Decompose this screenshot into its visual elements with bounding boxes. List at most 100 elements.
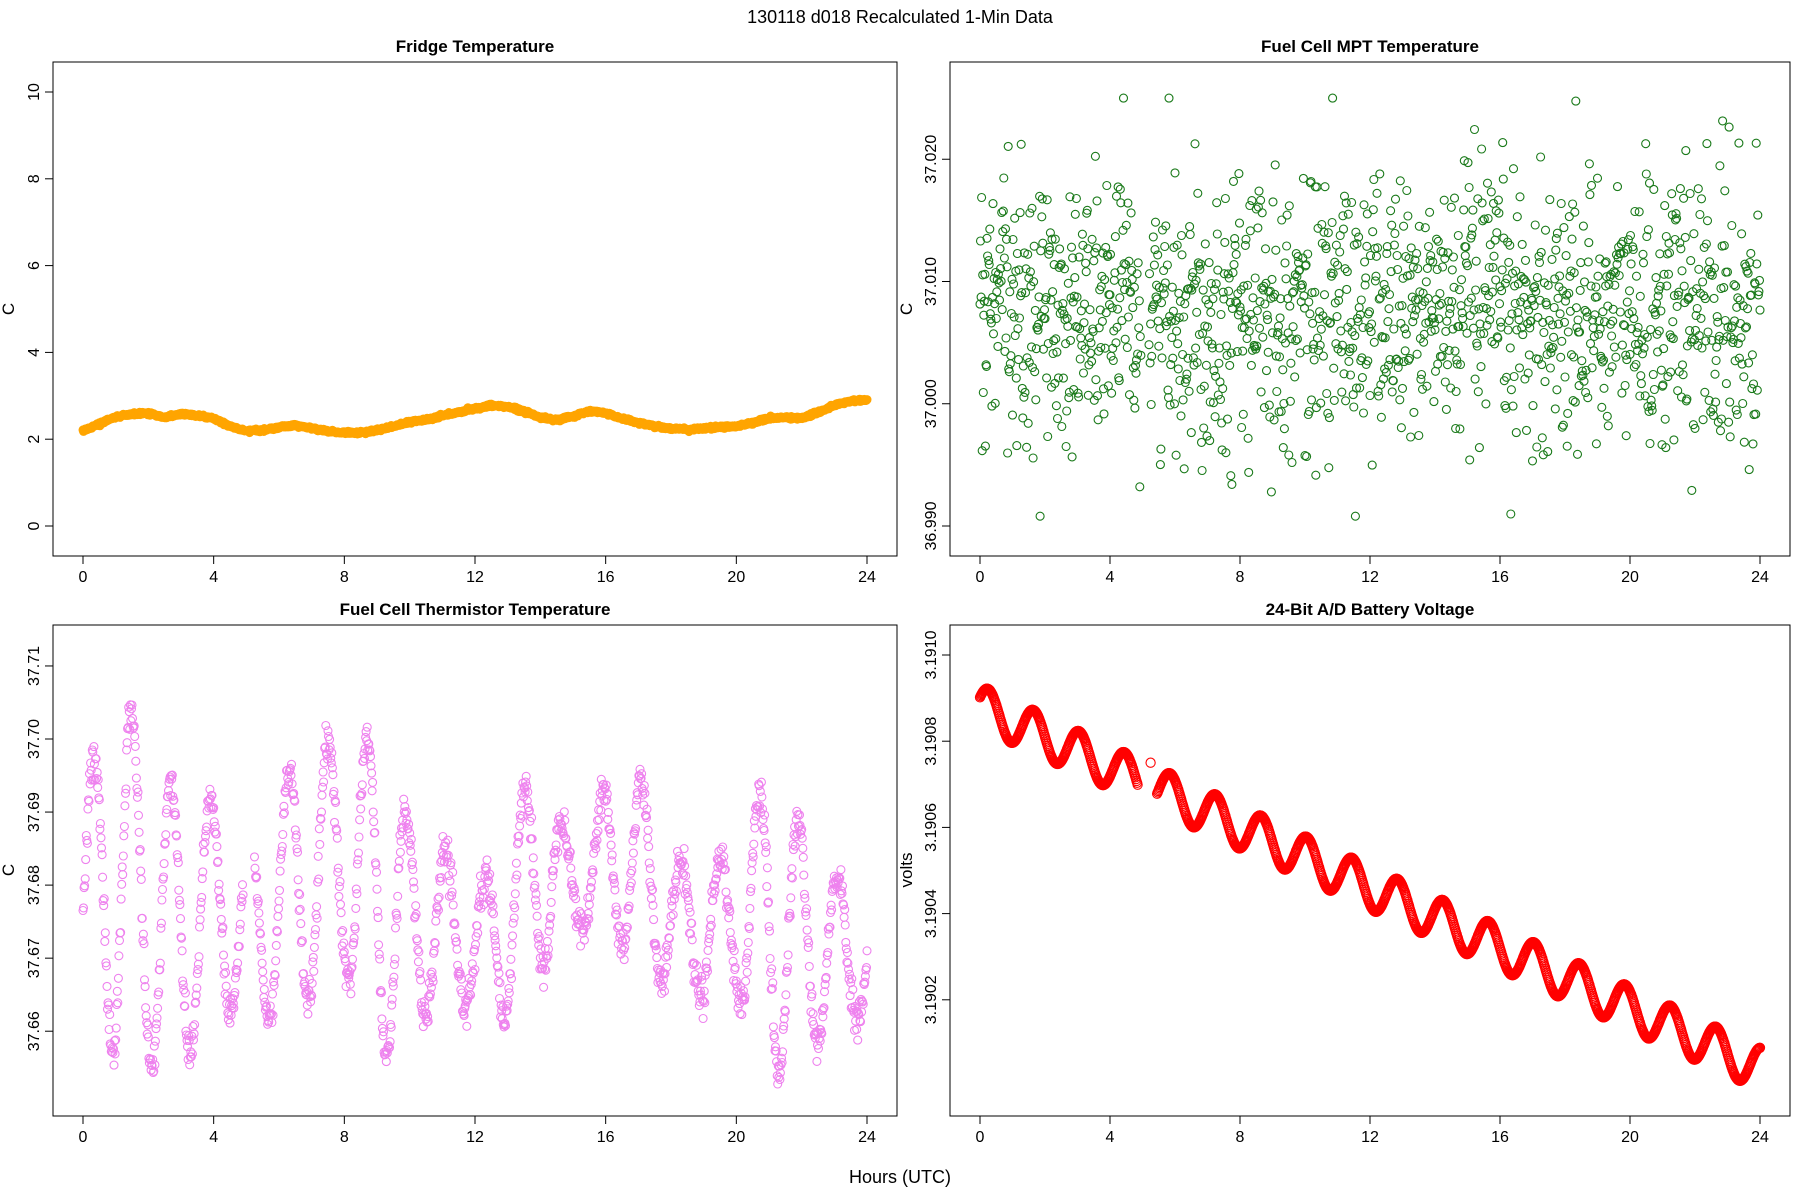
data-point <box>781 990 791 1000</box>
data-point <box>637 769 647 779</box>
x-axis-label: Hours (UTC) <box>849 1167 951 1187</box>
data-point <box>532 911 542 921</box>
data-point <box>1755 305 1765 315</box>
data-point <box>1107 388 1117 398</box>
data-point <box>1597 402 1607 412</box>
data-point <box>1241 234 1251 244</box>
data-point <box>1401 329 1411 339</box>
y-axis-label: C <box>0 303 18 315</box>
data-point <box>559 807 569 817</box>
data-point <box>1712 342 1722 352</box>
data-point <box>1686 256 1696 266</box>
data-point <box>1238 346 1248 356</box>
data-point <box>1238 409 1248 419</box>
data-point <box>1668 317 1678 327</box>
data-series <box>974 683 1766 1086</box>
data-point <box>1055 244 1065 254</box>
data-point <box>1078 368 1089 378</box>
data-point <box>827 905 837 915</box>
data-point <box>742 967 752 977</box>
data-point <box>1498 174 1508 184</box>
data-point <box>628 848 638 858</box>
data-point <box>1584 159 1594 169</box>
data-point <box>1752 385 1762 395</box>
data-point <box>1118 93 1129 103</box>
data-point <box>1577 356 1587 366</box>
data-point <box>1031 395 1041 405</box>
panel-title: Fuel Cell Thermistor Temperature <box>340 600 611 619</box>
data-point <box>273 911 283 921</box>
data-point <box>1458 313 1468 324</box>
data-point <box>1086 338 1096 348</box>
data-point <box>988 199 998 209</box>
data-point <box>309 942 319 952</box>
data-point <box>1641 169 1651 179</box>
data-point <box>1724 122 1734 132</box>
data-point <box>1176 230 1187 241</box>
data-point <box>1660 414 1670 424</box>
data-point <box>1557 336 1567 346</box>
data-point <box>1252 306 1262 316</box>
data-point <box>1631 359 1641 370</box>
data-point <box>163 786 174 796</box>
data-point <box>1675 184 1685 194</box>
data-point <box>1679 281 1689 291</box>
x-tick-label: 24 <box>858 1129 876 1146</box>
data-point <box>839 912 849 922</box>
data-point <box>1057 421 1067 432</box>
data-point <box>1435 288 1445 299</box>
data-point <box>1510 298 1520 309</box>
data-point <box>406 846 416 856</box>
data-point <box>804 961 814 971</box>
data-point <box>1067 452 1077 462</box>
data-point <box>1027 203 1037 213</box>
data-point <box>1247 196 1257 206</box>
data-point <box>1153 316 1163 326</box>
data-point <box>302 1000 312 1010</box>
data-point <box>95 818 105 829</box>
data-point <box>1356 295 1366 305</box>
data-point <box>1196 384 1206 395</box>
data-point <box>315 839 325 849</box>
data-point <box>1724 417 1734 427</box>
data-point <box>258 967 268 977</box>
data-point <box>325 742 335 752</box>
data-point <box>1576 258 1586 268</box>
data-point <box>1263 347 1273 357</box>
data-point <box>1186 428 1196 438</box>
data-point <box>1676 244 1686 254</box>
data-point <box>1570 397 1580 407</box>
data-point <box>668 910 678 920</box>
data-point <box>157 884 168 895</box>
data-point <box>274 885 285 895</box>
data-point <box>1005 359 1015 369</box>
data-point <box>1329 395 1339 405</box>
x-tick-label: 16 <box>597 1129 615 1146</box>
data-point <box>1414 430 1424 441</box>
data-point <box>665 921 676 931</box>
data-point <box>1395 176 1405 186</box>
data-point <box>117 862 127 872</box>
data-point <box>1505 343 1515 353</box>
data-point <box>1316 398 1326 408</box>
data-point <box>1226 471 1236 481</box>
data-point <box>1225 360 1235 370</box>
data-point <box>1122 342 1132 353</box>
data-point <box>117 879 127 889</box>
data-point <box>1372 188 1382 198</box>
data-point <box>1199 423 1209 433</box>
data-point <box>212 842 222 852</box>
data-point <box>1120 334 1130 344</box>
data-point <box>627 866 637 876</box>
data-point <box>1744 465 1754 475</box>
y-tick-label: 37.66 <box>26 1011 43 1051</box>
x-tick-label: 20 <box>727 569 745 586</box>
data-point <box>1007 274 1017 284</box>
data-point <box>649 915 659 925</box>
data-point <box>1636 371 1646 381</box>
y-axis-label: C <box>897 303 916 315</box>
x-tick-label: 20 <box>727 1129 745 1146</box>
data-point <box>1733 293 1743 303</box>
data-point <box>1429 397 1439 407</box>
